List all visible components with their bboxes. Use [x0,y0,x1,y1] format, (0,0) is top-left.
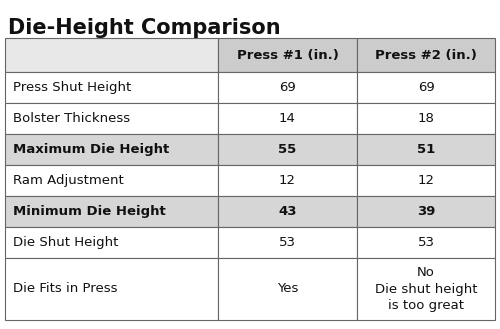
Text: 69: 69 [418,81,434,94]
Bar [5,38,218,72]
Text: Press Shut Height: Press Shut Height [13,81,131,94]
Text: Bolster Thickness: Bolster Thickness [13,112,130,125]
Bar [5,134,218,165]
Text: 69: 69 [279,81,296,94]
Text: Die-Height Comparison: Die-Height Comparison [8,18,280,38]
Text: Die Fits in Press: Die Fits in Press [13,283,118,295]
Bar [5,227,218,258]
Text: Yes: Yes [277,283,298,295]
Text: 53: 53 [418,236,434,249]
Text: 43: 43 [278,205,296,218]
Bar [5,103,218,134]
Bar [357,165,496,196]
Bar [357,103,496,134]
Bar [5,165,218,196]
Text: 12: 12 [279,174,296,187]
Bar [357,258,496,320]
Bar [218,103,357,134]
Bar [357,72,496,103]
Bar [5,196,218,227]
Bar [218,134,357,165]
Text: Maximum Die Height: Maximum Die Height [13,143,169,156]
Text: 39: 39 [417,205,436,218]
Text: 53: 53 [279,236,296,249]
Text: 18: 18 [418,112,434,125]
Bar [357,38,496,72]
Text: No
Die shut height
is too great: No Die shut height is too great [375,266,478,312]
Text: Press #1 (in.): Press #1 (in.) [236,48,338,62]
Bar [5,72,218,103]
Text: Minimum Die Height: Minimum Die Height [13,205,166,218]
Bar [218,227,357,258]
Bar [5,258,218,320]
Bar [218,165,357,196]
Text: 51: 51 [417,143,436,156]
Bar [218,258,357,320]
Text: Press #2 (in.): Press #2 (in.) [375,48,477,62]
Text: 55: 55 [278,143,296,156]
Bar [218,196,357,227]
Bar [357,227,496,258]
Text: 12: 12 [418,174,434,187]
Bar [357,134,496,165]
Text: 14: 14 [279,112,296,125]
Text: Ram Adjustment: Ram Adjustment [13,174,124,187]
Bar [218,38,357,72]
Bar [357,196,496,227]
Bar [218,72,357,103]
Text: Die Shut Height: Die Shut Height [13,236,118,249]
